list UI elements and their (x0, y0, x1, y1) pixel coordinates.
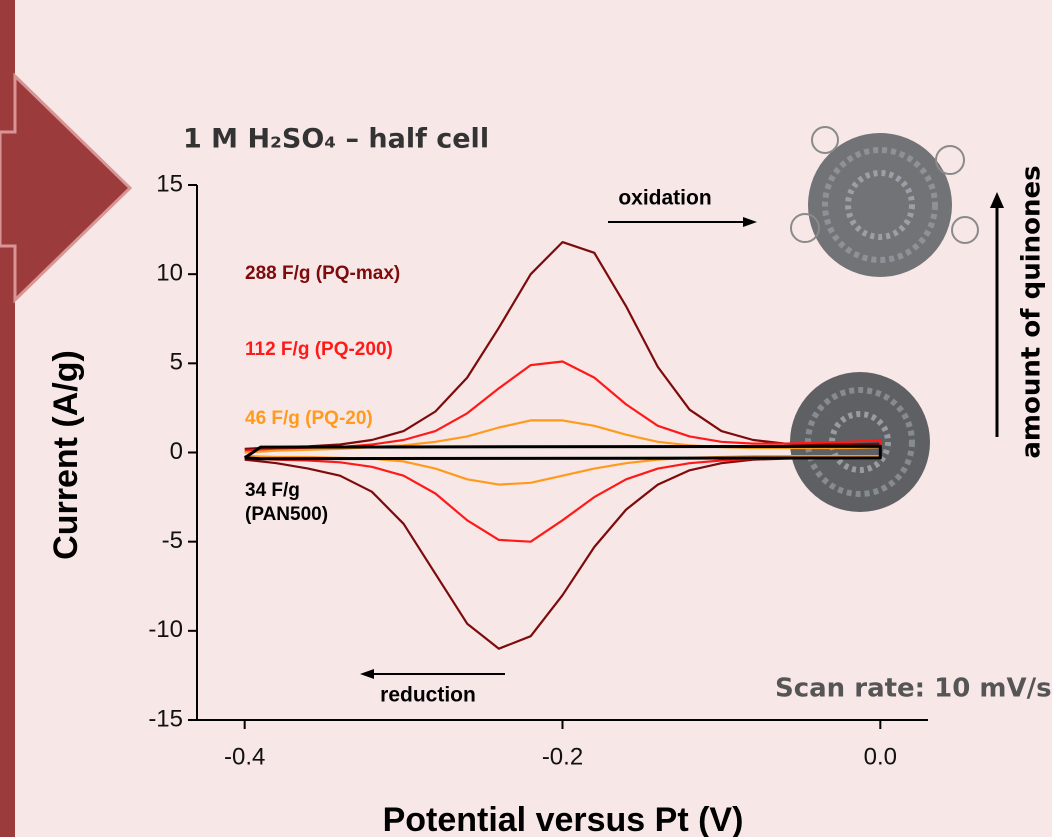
y-axis-title: Current (A/g) (47, 350, 85, 560)
annotation: amount of quinones (1017, 165, 1047, 458)
y-tick-label: 5 (170, 349, 183, 376)
legend-label: 46 F/g (PQ-20) (245, 408, 373, 429)
legend-label: 112 F/g (PQ-200) (245, 339, 393, 360)
legend-label: 34 F/g (PAN500) (245, 480, 329, 525)
y-tick-label: 0 (170, 438, 183, 465)
decor-arrow (0, 72, 133, 304)
y-tick-label: -10 (148, 616, 183, 643)
molecule-top (790, 126, 979, 277)
x-tick-label: -0.4 (224, 743, 265, 770)
x-axis-title: Potential versus Pt (V) (383, 801, 744, 837)
annotation: oxidation (618, 187, 711, 210)
legend-label: 288 F/g (PQ-max) (245, 263, 401, 284)
series-line (243, 444, 882, 461)
y-tick-label: -5 (162, 527, 183, 554)
quinone-arrow-head (990, 192, 1004, 208)
chart-title: 1 M H₂SO₄ – half cell (183, 124, 489, 155)
annotation: reduction (380, 684, 476, 707)
x-tick-label: 0.0 (864, 743, 897, 770)
x-tick-label: -0.2 (542, 743, 583, 770)
y-tick-label: 10 (156, 260, 183, 287)
oxidation-arrow-head (743, 217, 757, 227)
reduction-arrow-head (360, 669, 374, 679)
side-band (0, 0, 15, 837)
y-tick-label: -15 (148, 705, 183, 732)
annotation: Scan rate: 10 mV/s (775, 674, 1052, 704)
y-tick-label: 15 (156, 170, 183, 197)
